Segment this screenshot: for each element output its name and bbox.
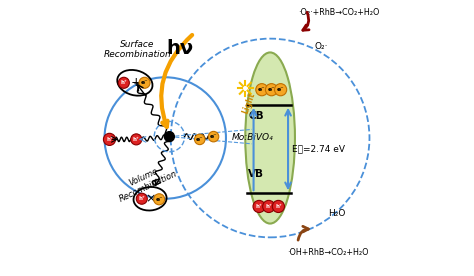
Text: e⁻: e⁻: [210, 134, 217, 139]
Text: e⁻: e⁻: [268, 87, 275, 92]
Circle shape: [136, 193, 147, 204]
Circle shape: [164, 132, 174, 142]
Text: e⁻: e⁻: [258, 87, 265, 92]
Text: ×: ×: [146, 192, 156, 205]
Circle shape: [118, 77, 129, 88]
Text: h⁺: h⁺: [255, 204, 263, 209]
Text: ·OH+RhB→CO₂+H₂O: ·OH+RhB→CO₂+H₂O: [287, 248, 368, 257]
Text: hν: hν: [167, 39, 194, 58]
Text: Surface
Recombination: Surface Recombination: [104, 40, 172, 59]
Text: h⁺: h⁺: [265, 204, 272, 209]
Text: +: +: [131, 76, 142, 89]
Text: VB: VB: [248, 169, 264, 179]
Text: e⁻: e⁻: [277, 87, 284, 92]
Text: h⁺: h⁺: [138, 196, 145, 201]
Text: Mo:BiVO₄: Mo:BiVO₄: [231, 134, 273, 142]
Text: O₂·: O₂·: [314, 43, 328, 51]
Circle shape: [208, 131, 219, 142]
Circle shape: [103, 133, 116, 145]
Text: Eᶍ=2.74 eV: Eᶍ=2.74 eV: [292, 145, 345, 153]
Text: h⁺: h⁺: [133, 137, 140, 142]
Text: Light: Light: [241, 91, 256, 115]
Text: Volume
Recombination: Volume Recombination: [113, 160, 179, 204]
Text: h⁺: h⁺: [275, 204, 282, 209]
Text: e⁻: e⁻: [196, 137, 203, 142]
Text: ·O₂·+RhB→CO₂+H₂O: ·O₂·+RhB→CO₂+H₂O: [298, 8, 379, 17]
Text: h⁺: h⁺: [120, 80, 127, 85]
Circle shape: [256, 84, 268, 96]
Text: h⁺: h⁺: [106, 137, 113, 142]
Text: e⁻: e⁻: [155, 197, 163, 202]
Circle shape: [131, 134, 142, 145]
Ellipse shape: [245, 52, 295, 224]
Circle shape: [253, 200, 265, 213]
Circle shape: [263, 200, 275, 213]
Circle shape: [273, 200, 284, 213]
Circle shape: [265, 84, 278, 96]
Circle shape: [154, 194, 164, 205]
Text: H₂O: H₂O: [328, 209, 346, 218]
Text: e⁻: e⁻: [141, 80, 148, 85]
Circle shape: [139, 77, 150, 88]
Circle shape: [274, 84, 287, 96]
Text: CB: CB: [248, 111, 264, 121]
Circle shape: [194, 134, 205, 145]
